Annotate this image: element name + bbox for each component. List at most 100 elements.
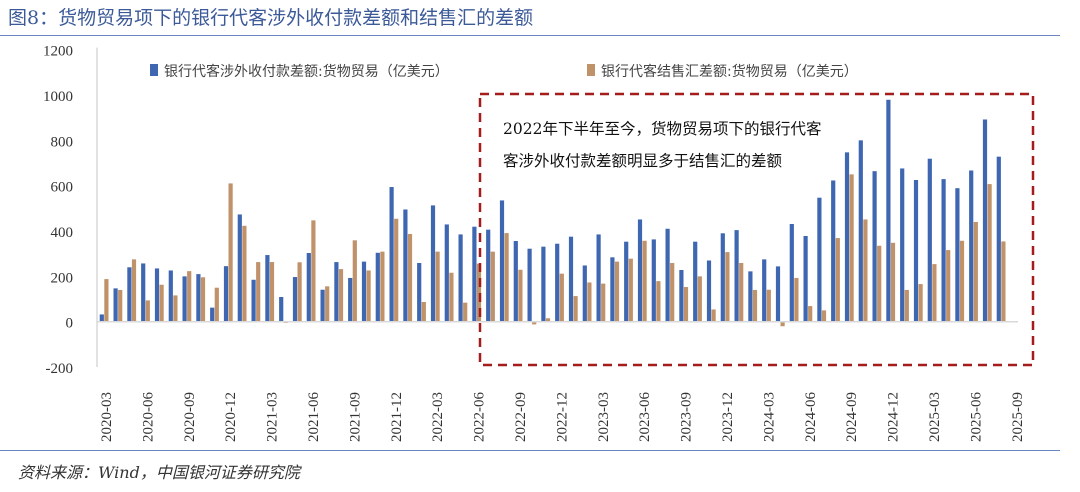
bar-receipts-payments xyxy=(361,261,367,322)
bar-receipts-payments xyxy=(417,262,422,322)
bar-receipts-payments xyxy=(748,271,753,322)
bar-receipts-payments xyxy=(555,243,560,322)
bar-receipts-payments xyxy=(900,168,905,322)
annotation-line-2: 客涉外收付款差额明显多于结售汇的差额 xyxy=(503,152,783,170)
bar-fx-settlement xyxy=(780,321,785,327)
y-tick-label: 0 xyxy=(66,316,74,332)
source-note: 资料来源：Wind，中国银河证券研究院 xyxy=(18,463,300,482)
bar-receipts-payments xyxy=(113,288,118,322)
bar-fx-settlement xyxy=(614,261,620,322)
bar-fx-settlement xyxy=(200,277,206,322)
bar-receipts-payments xyxy=(817,197,822,322)
bar-receipts-payments xyxy=(624,241,629,322)
bar-fx-settlement xyxy=(752,289,758,322)
x-tick-label: 2024-06 xyxy=(803,392,819,442)
bar-receipts-payments xyxy=(99,314,104,322)
bar-fx-settlement xyxy=(394,218,399,322)
bar-receipts-payments xyxy=(568,236,574,322)
x-tick-label: 2024-09 xyxy=(844,392,860,442)
bar-receipts-payments xyxy=(265,255,270,322)
bar-fx-settlement xyxy=(711,309,716,322)
bar-fx-settlement xyxy=(821,310,827,322)
bar-receipts-payments xyxy=(665,228,670,322)
bar-fx-settlement xyxy=(449,272,454,322)
bar-fx-settlement xyxy=(725,252,730,322)
bar-receipts-payments xyxy=(913,180,919,322)
bar-fx-settlement xyxy=(697,276,702,322)
x-tick-label: 2023-09 xyxy=(679,392,695,442)
annotation-line-1: 2022年下半年至今，货物贸易项下的银行代客 xyxy=(503,120,821,138)
bar-fx-settlement xyxy=(573,296,578,322)
bar-fx-settlement xyxy=(1001,241,1006,322)
bar-fx-settlement xyxy=(559,273,564,322)
bar-fx-settlement xyxy=(476,263,482,322)
bar-receipts-payments xyxy=(154,268,160,322)
bar-fx-settlement xyxy=(104,279,109,322)
y-tick-label: 600 xyxy=(51,180,74,196)
bar-receipts-payments xyxy=(499,200,505,322)
bar-fx-settlement xyxy=(794,277,799,322)
bar-fx-settlement xyxy=(338,269,344,322)
y-tick-label: 200 xyxy=(51,270,74,286)
bar-receipts-payments xyxy=(637,219,643,322)
x-tick-label: 2021-09 xyxy=(347,392,363,442)
bar-fx-settlement xyxy=(131,259,137,322)
bar-fx-settlement xyxy=(118,289,123,322)
bar-receipts-payments xyxy=(279,296,284,322)
bar-fx-settlement xyxy=(904,289,909,322)
bar-fx-settlement xyxy=(421,301,426,322)
bar-fx-settlement xyxy=(463,302,468,322)
bar-fx-settlement xyxy=(545,318,551,322)
bar-receipts-payments xyxy=(375,252,380,322)
bar-receipts-payments xyxy=(927,158,932,322)
bar-receipts-payments xyxy=(651,239,656,322)
bar-receipts-payments xyxy=(127,267,132,322)
x-tick-label: 2025-06 xyxy=(968,392,984,442)
bar-receipts-payments xyxy=(320,289,325,322)
bar-fx-settlement xyxy=(214,287,219,322)
bar-fx-settlement xyxy=(601,283,606,322)
x-tick-label: 2020-06 xyxy=(140,392,156,442)
bar-receipts-payments xyxy=(210,307,215,322)
bar-fx-settlement xyxy=(918,284,923,322)
bar-receipts-payments xyxy=(237,214,242,322)
y-tick-label: -200 xyxy=(46,361,74,377)
bar-receipts-payments xyxy=(348,277,353,322)
figure-title: 图8：货物贸易项下的银行代客涉外收付款差额和结售汇的差额 xyxy=(8,7,534,29)
bar-receipts-payments xyxy=(610,257,615,322)
bar-receipts-payments xyxy=(223,266,229,322)
bar-fx-settlement xyxy=(297,262,302,322)
bar-fx-settlement xyxy=(656,281,661,322)
bar-receipts-payments xyxy=(762,259,767,322)
bar-fx-settlement xyxy=(311,220,316,322)
bar-receipts-payments xyxy=(858,140,863,322)
x-tick-label: 2022-03 xyxy=(430,392,446,442)
bar-receipts-payments xyxy=(789,223,794,322)
title-divider xyxy=(0,35,1060,36)
bar-fx-settlement xyxy=(407,233,413,322)
bar-fx-settlement xyxy=(532,321,537,325)
x-tick-label: 2021-03 xyxy=(265,392,281,442)
bar-receipts-payments xyxy=(955,188,960,322)
bar-fx-settlement xyxy=(187,271,192,322)
bar-fx-settlement xyxy=(849,174,854,322)
x-tick-label: 2024-12 xyxy=(886,392,902,442)
bar-fx-settlement xyxy=(325,286,330,322)
bar-fx-settlement xyxy=(987,184,992,322)
bar-receipts-payments xyxy=(182,276,187,322)
bar-receipts-payments xyxy=(403,209,408,322)
bar-receipts-payments xyxy=(444,224,449,322)
bar-receipts-payments xyxy=(844,152,850,322)
bar-fx-settlement xyxy=(863,219,868,322)
x-tick-label: 2025-09 xyxy=(1010,392,1026,442)
bar-receipts-payments xyxy=(775,266,781,322)
legend-swatch-fx-settlement xyxy=(587,64,595,76)
x-tick-label: 2025-03 xyxy=(927,392,943,442)
bar-fx-settlement xyxy=(973,221,978,322)
bar-receipts-payments xyxy=(693,241,698,322)
bar-fx-settlement xyxy=(504,233,509,322)
bar-receipts-payments xyxy=(720,233,725,322)
bar-fx-settlement xyxy=(518,269,523,322)
bar-receipts-payments xyxy=(472,226,477,322)
